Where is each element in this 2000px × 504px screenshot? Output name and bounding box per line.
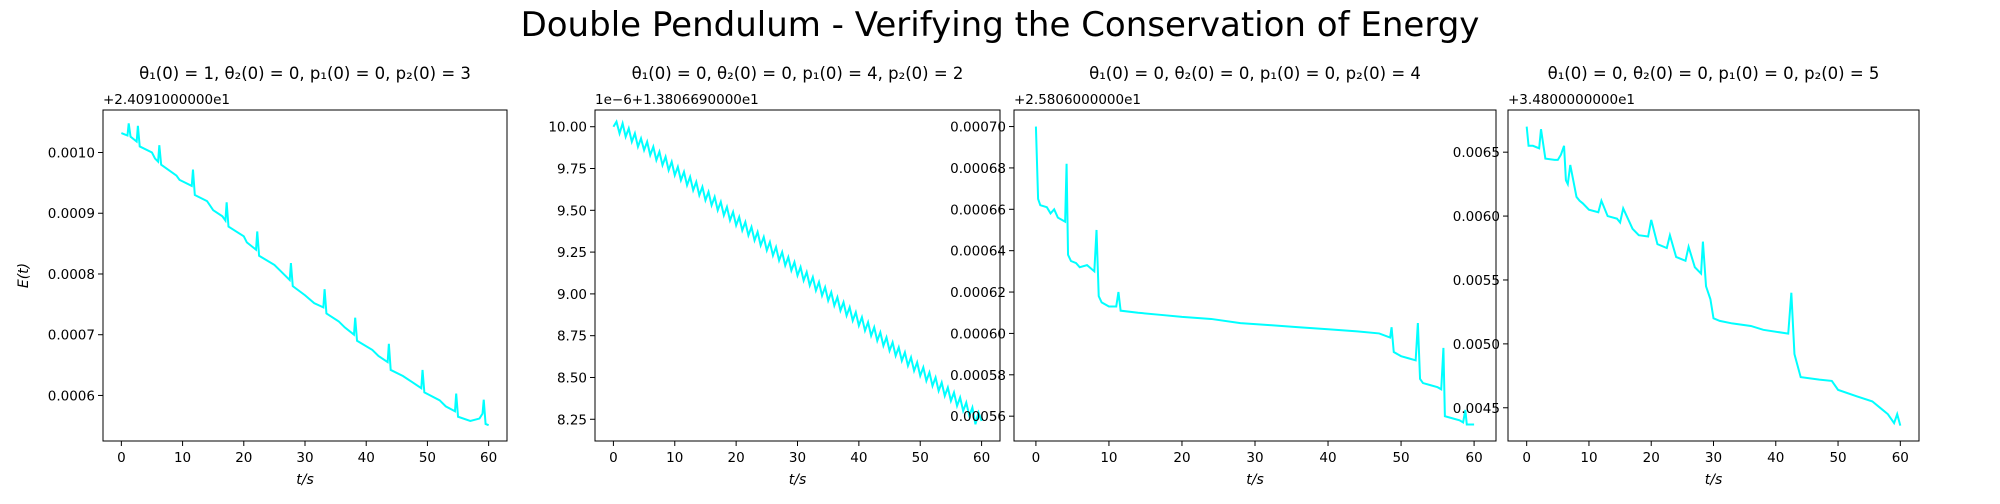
x-tick-label: 20 <box>1643 450 1660 466</box>
x-tick-label: 0 <box>1032 450 1041 466</box>
x-tick-label: 0 <box>1522 450 1531 466</box>
x-axis-label: t/s <box>1705 472 1723 488</box>
x-axis-label: t/s <box>789 472 807 488</box>
y-tick-label: 0.0009 <box>48 206 95 222</box>
y-tick-label: 0.0045 <box>1453 401 1500 417</box>
x-axis-label: t/s <box>1246 472 1264 488</box>
y-tick-label: 0.00070 <box>950 120 1006 136</box>
x-tick-label: 10 <box>174 450 191 466</box>
y-tick-label: 0.00058 <box>950 368 1006 384</box>
x-tick-label: 40 <box>358 450 375 466</box>
x-tick-label: 40 <box>850 450 867 466</box>
subplot-3: θ₁(0) = 0, θ₂(0) = 0, p₁(0) = 0, p₂(0) =… <box>950 64 1497 488</box>
x-tick-label: 60 <box>1892 450 1909 466</box>
y-offset-label: +2.4091000000e1 <box>103 92 230 108</box>
x-tick-label: 10 <box>1580 450 1597 466</box>
plot-frame <box>102 109 508 442</box>
plot-frame <box>1507 109 1920 442</box>
x-tick-label: 40 <box>1319 450 1336 466</box>
figure-title: Double Pendulum - Verifying the Conserva… <box>521 5 1480 45</box>
subplot-title: θ₁(0) = 1, θ₂(0) = 0, p₁(0) = 0, p₂(0) =… <box>139 64 471 83</box>
x-tick-label: 30 <box>296 450 313 466</box>
y-tick-label: 8.25 <box>557 412 587 428</box>
x-tick-label: 30 <box>1705 450 1722 466</box>
energy-series-line <box>1034 126 1475 426</box>
y-tick-label: 0.0008 <box>48 267 95 283</box>
y-tick-label: 8.75 <box>557 329 587 345</box>
subplot-title: θ₁(0) = 0, θ₂(0) = 0, p₁(0) = 4, p₂(0) =… <box>632 64 964 83</box>
x-tick-label: 40 <box>1767 450 1784 466</box>
y-tick-label: 0.0065 <box>1453 145 1500 161</box>
y-tick-label: 0.0006 <box>48 388 95 404</box>
energy-series-line <box>1525 126 1902 426</box>
y-tick-label: 10.00 <box>548 120 587 136</box>
y-tick-label: 0.00060 <box>950 326 1006 342</box>
subplot-title: θ₁(0) = 0, θ₂(0) = 0, p₁(0) = 0, p₂(0) =… <box>1089 64 1421 83</box>
y-tick-label: 0.00068 <box>950 161 1006 177</box>
x-axis-label: t/s <box>296 472 314 488</box>
energy-series-line <box>612 119 983 425</box>
y-tick-label: 0.0060 <box>1453 209 1500 225</box>
y-tick-label: 0.00062 <box>950 285 1006 301</box>
subplot-title: θ₁(0) = 0, θ₂(0) = 0, p₁(0) = 0, p₂(0) =… <box>1548 64 1880 83</box>
y-tick-label: 9.75 <box>557 162 587 178</box>
y-offset-label: +2.5806000000e1 <box>1014 92 1141 108</box>
y-tick-label: 0.0050 <box>1453 337 1500 353</box>
y-offset-label: +3.4800000000e1 <box>1508 92 1635 108</box>
x-tick-label: 0 <box>609 450 618 466</box>
y-tick-label: 9.00 <box>557 287 587 303</box>
y-tick-label: 0.0010 <box>48 146 95 162</box>
x-tick-label: 60 <box>1465 450 1482 466</box>
plot-frame <box>1013 109 1497 442</box>
x-tick-label: 20 <box>728 450 745 466</box>
y-tick-label: 0.00056 <box>950 409 1006 425</box>
x-tick-label: 50 <box>1392 450 1409 466</box>
x-tick-label: 20 <box>1173 450 1190 466</box>
y-offset-label: 1e−6+1.3806690000e1 <box>595 92 759 108</box>
subplot-1: θ₁(0) = 1, θ₂(0) = 0, p₁(0) = 0, p₂(0) =… <box>16 64 508 488</box>
x-tick-label: 0 <box>117 450 126 466</box>
x-tick-label: 60 <box>480 450 497 466</box>
x-tick-label: 50 <box>419 450 436 466</box>
y-tick-label: 8.50 <box>557 370 587 386</box>
x-tick-label: 10 <box>666 450 683 466</box>
y-tick-label: 0.0007 <box>48 328 95 344</box>
energy-series-line <box>120 123 490 427</box>
x-tick-label: 30 <box>789 450 806 466</box>
x-tick-label: 60 <box>973 450 990 466</box>
x-tick-label: 50 <box>912 450 929 466</box>
y-tick-label: 0.00064 <box>950 244 1006 260</box>
y-axis-label: E(t) <box>16 263 32 288</box>
x-tick-label: 30 <box>1246 450 1263 466</box>
y-tick-label: 0.0055 <box>1453 273 1500 289</box>
y-tick-label: 9.50 <box>557 203 587 219</box>
subplot-2: θ₁(0) = 0, θ₂(0) = 0, p₁(0) = 4, p₂(0) =… <box>548 64 1001 488</box>
subplot-grid: θ₁(0) = 1, θ₂(0) = 0, p₁(0) = 0, p₂(0) =… <box>16 64 1920 488</box>
x-tick-label: 50 <box>1829 450 1846 466</box>
y-tick-label: 9.25 <box>557 245 587 261</box>
x-tick-label: 10 <box>1100 450 1117 466</box>
subplot-4: θ₁(0) = 0, θ₂(0) = 0, p₁(0) = 0, p₂(0) =… <box>1453 64 1920 488</box>
x-tick-label: 20 <box>235 450 252 466</box>
y-tick-label: 0.00066 <box>950 202 1006 218</box>
